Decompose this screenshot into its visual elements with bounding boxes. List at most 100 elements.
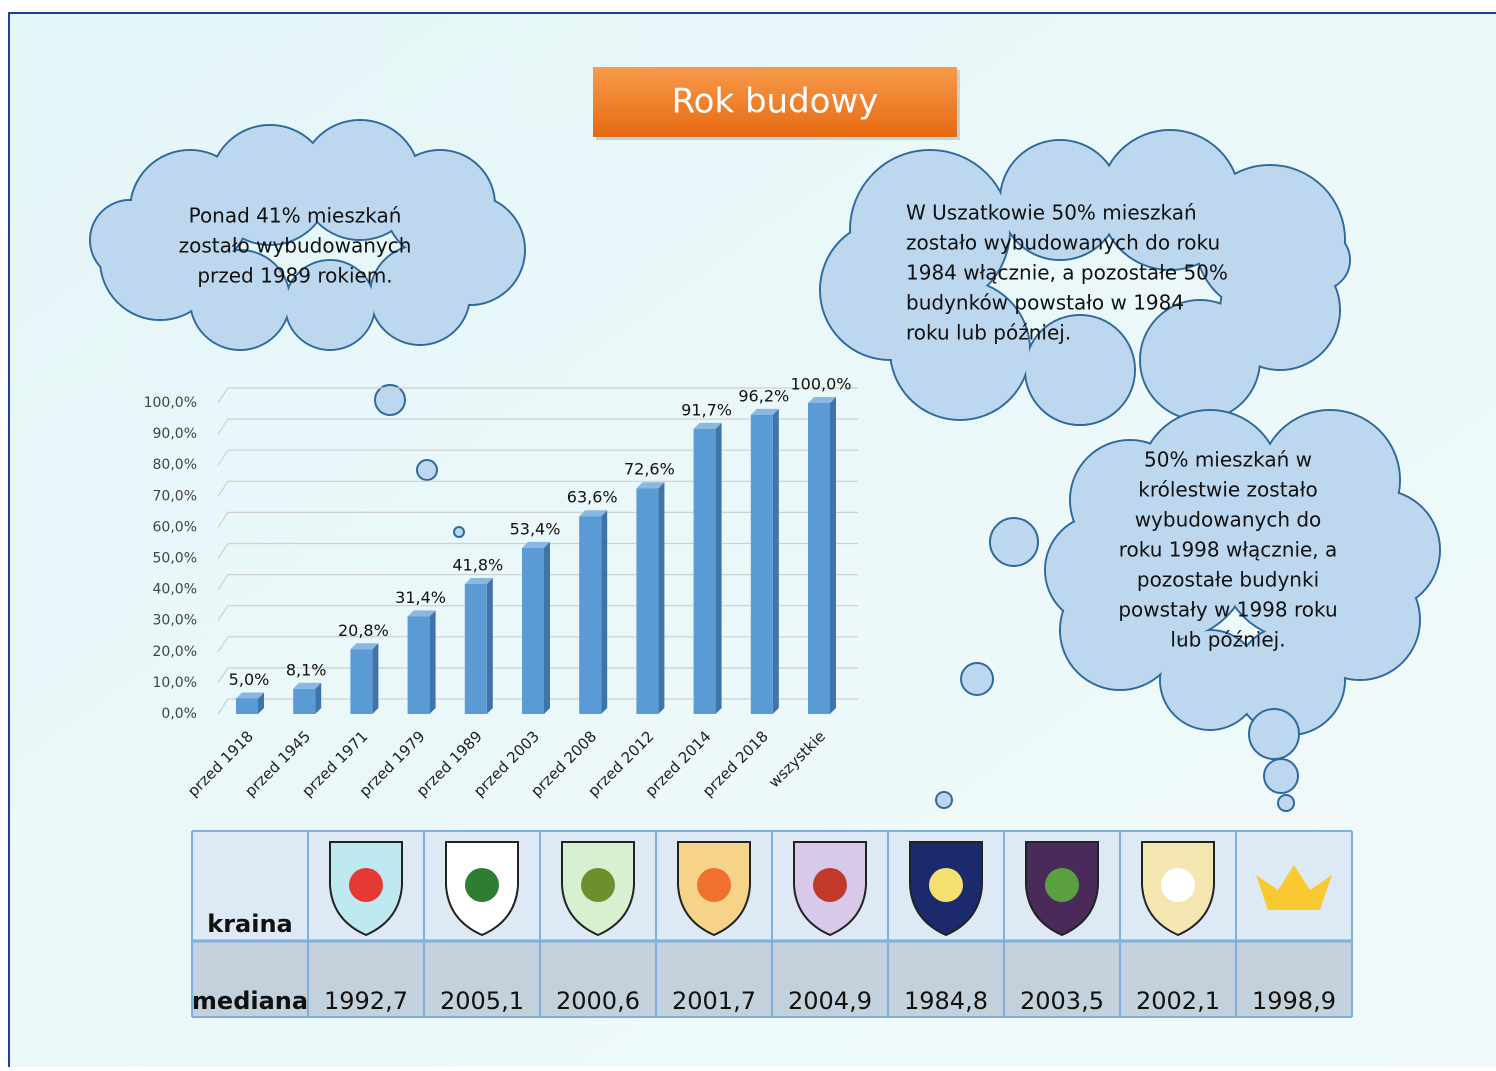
bar-side <box>372 643 379 714</box>
cloud-text: budynków powstało w 1984 <box>906 291 1184 315</box>
thought-bubble <box>1248 708 1300 760</box>
bar-side <box>315 682 322 714</box>
cloud-text: 50% mieszkań w <box>1144 448 1312 472</box>
value-label: 96,2% <box>738 386 789 405</box>
cloud-fill <box>1141 301 1259 419</box>
bar-side <box>544 541 550 714</box>
bar-top <box>579 510 608 517</box>
bar-side <box>601 510 608 714</box>
value-label: 20,8% <box>338 621 389 640</box>
value-label: 8,1% <box>286 660 327 679</box>
cloud-text: roku 1998 włącznie, a <box>1119 538 1338 562</box>
y-tick-label: 50,0% <box>153 551 197 567</box>
thought-bubble <box>374 384 406 416</box>
cloud-fill <box>286 261 374 349</box>
bar-top <box>407 610 436 617</box>
cloud-text: powstały w 1998 roku <box>1118 598 1337 622</box>
median-value: 1984,8 <box>904 987 988 1015</box>
bar-top <box>236 692 264 699</box>
median-value: 1992,7 <box>324 987 408 1015</box>
bar-side <box>715 422 722 714</box>
bar <box>293 688 316 714</box>
bar-top <box>808 397 836 403</box>
cloud-fill <box>1001 141 1119 259</box>
cloud-fill <box>1091 481 1249 639</box>
cloud-fill <box>1161 631 1259 729</box>
cloud-text: pozostałe budynki <box>1137 568 1319 592</box>
bar <box>464 584 487 714</box>
cloud-fill <box>91 201 169 279</box>
cloud-text: przed 1989 rokiem. <box>197 264 392 288</box>
cloud-text: 1984 włącznie, a pozostałe 50% <box>906 261 1228 285</box>
bar <box>636 488 659 714</box>
y-tick-label: 90,0% <box>153 426 197 442</box>
y-tick-label: 60,0% <box>153 519 197 535</box>
median-value: 2002,1 <box>1136 987 1220 1015</box>
cloud-fill <box>1236 626 1344 734</box>
value-label: 31,4% <box>395 588 446 607</box>
value-label: 41,8% <box>452 556 503 575</box>
cloud: Ponad 41% mieszkań zostało wybudowanych pr… <box>89 119 526 351</box>
cloud: W Uszatkowie 50% mieszkań zostało wybudow… <box>819 129 1351 426</box>
value-label: 100,0% <box>790 375 851 394</box>
coat-of-arms-figure <box>465 868 499 902</box>
grid-line <box>217 387 858 404</box>
row-label: kraina <box>207 910 293 938</box>
cloud-fill <box>1026 316 1134 424</box>
table: kraina mediana 1992,7 2005,1 2000,6 2001,7 200… <box>191 830 1353 1018</box>
median-value: 2003,5 <box>1020 987 1104 1015</box>
bar-side <box>429 610 436 714</box>
value-label: 91,7% <box>681 400 732 419</box>
cloud-text: królestwie zostało <box>1138 478 1317 502</box>
cloud: 50% mieszkań w królestwie zostało wybudowa… <box>1044 409 1441 736</box>
thought-bubble <box>960 662 994 696</box>
row-label: mediana <box>192 987 308 1015</box>
bar <box>407 616 430 714</box>
coat-of-arms-figure <box>813 868 847 902</box>
cloud-text: wybudowanych do <box>1135 508 1322 532</box>
bar <box>808 403 830 714</box>
coat-of-arms-figure <box>349 868 383 902</box>
cloud-fill <box>1221 481 1379 639</box>
bar-side <box>830 397 836 714</box>
cloud-text: roku lub później. <box>906 321 1071 345</box>
bar-top <box>750 408 779 415</box>
bar <box>350 649 373 714</box>
bar <box>522 547 544 714</box>
y-tick-label: 70,0% <box>153 488 197 504</box>
crown <box>1256 865 1332 910</box>
value-label: 53,4% <box>510 519 561 538</box>
bar <box>693 428 716 714</box>
bar <box>236 698 258 714</box>
grid-line <box>217 418 858 435</box>
coat-of-arms-figure <box>1045 868 1079 902</box>
cloud-fill <box>371 246 469 344</box>
y-tick-label: 30,0% <box>153 613 197 629</box>
bar-top <box>350 643 379 650</box>
cloud-text: lub później. <box>1170 628 1285 652</box>
thought-bubble <box>1263 758 1299 794</box>
median-value: 2000,6 <box>556 987 640 1015</box>
bar-top <box>522 541 550 548</box>
cloud-text: Ponad 41% mieszkań <box>189 204 402 228</box>
thought-bubble <box>416 459 438 481</box>
bar-side <box>258 692 264 714</box>
cloud-fill <box>821 221 959 359</box>
bar-top <box>293 682 322 689</box>
thought-bubble <box>453 526 465 538</box>
coat-of-arms-figure <box>929 868 963 902</box>
clouds: Ponad 41% mieszkań zostało wybudowanych pr… <box>89 119 1441 812</box>
value-label: 5,0% <box>229 670 270 689</box>
grid-line <box>217 480 858 497</box>
cloud-text: zostało wybudowanych <box>179 234 412 258</box>
bar-top <box>464 578 493 585</box>
thought-bubble <box>1277 794 1295 812</box>
coat-of-arms-figure <box>1161 868 1195 902</box>
bar-side <box>658 482 665 714</box>
bar-top <box>636 482 665 489</box>
bar <box>750 414 773 714</box>
median-value: 2005,1 <box>440 987 524 1015</box>
coat-of-arms-figure <box>697 868 731 902</box>
bar-side <box>486 578 493 714</box>
